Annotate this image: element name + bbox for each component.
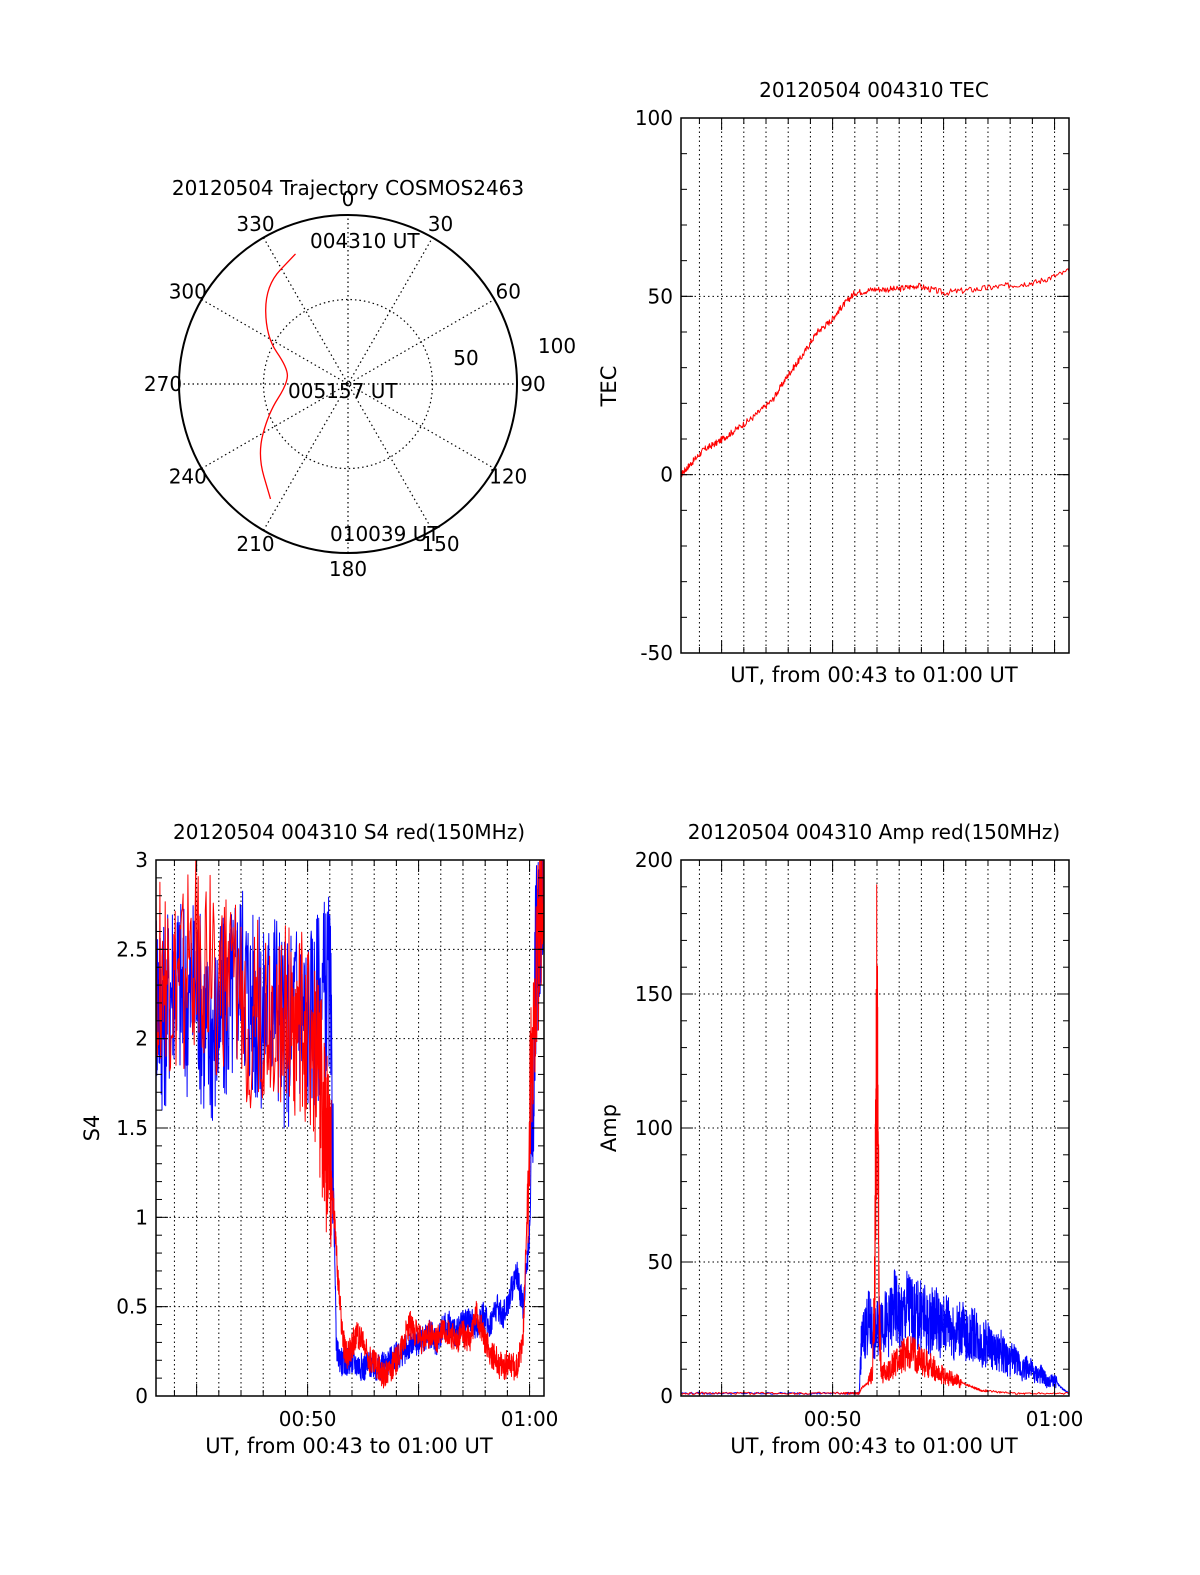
tec-y-tick-labels: -50 0 50 100 bbox=[635, 106, 673, 665]
amp-x-axis-label: UT, from 00:43 to 01:00 UT bbox=[730, 1434, 1018, 1458]
blue-series-line bbox=[680, 1269, 1070, 1395]
y-tick-label: 1.5 bbox=[116, 1116, 148, 1140]
trajectory-start-label: 004310 UT bbox=[310, 229, 420, 253]
y-tick-label: 50 bbox=[648, 284, 673, 308]
trajectory-line bbox=[259, 253, 296, 500]
blue-series-line bbox=[155, 859, 545, 1381]
tec-grid bbox=[681, 118, 1069, 653]
y-tick-label: 100 bbox=[635, 1116, 673, 1140]
s4-grid bbox=[156, 860, 544, 1396]
azimuth-tick-label: 180 bbox=[329, 557, 367, 581]
polar-chart-title: 20120504 Trajectory COSMOS2463 bbox=[172, 176, 524, 200]
tec-x-axis-label: UT, from 00:43 to 01:00 UT bbox=[730, 663, 1018, 687]
y-tick-label: 3 bbox=[135, 848, 148, 872]
y-tick-label: 50 bbox=[648, 1250, 673, 1274]
y-tick-label: 0.5 bbox=[116, 1295, 148, 1319]
y-tick-label: -50 bbox=[640, 641, 673, 665]
tec-chart: 20120504 004310 TEC -50 0 50 100 UT, from 0… bbox=[597, 78, 1070, 687]
amp-series bbox=[680, 884, 1070, 1395]
trajectory-mid-label: 005157 UT bbox=[288, 379, 398, 403]
azimuth-tick-label: 210 bbox=[236, 532, 274, 556]
azimuth-tick-label: 60 bbox=[495, 280, 520, 304]
y-tick-label: 0 bbox=[660, 1384, 673, 1408]
tec-series bbox=[680, 268, 1070, 478]
red-series-line bbox=[155, 859, 545, 1389]
x-tick-label: 00:50 bbox=[279, 1407, 337, 1431]
azimuth-tick-label: 330 bbox=[236, 212, 274, 236]
tec-y-axis-label: TEC bbox=[597, 366, 621, 408]
amp-frame bbox=[680, 859, 1070, 1397]
amp-chart: 20120504 004310 Amp red(150MHz) 0 50 100 15… bbox=[597, 820, 1083, 1458]
amp-y-axis-label: Amp bbox=[597, 1104, 621, 1152]
s4-chart-title: 20120504 004310 S4 red(150MHz) bbox=[173, 820, 525, 844]
polar-grid bbox=[178, 214, 518, 554]
polar-trajectory-chart: 20120504 Trajectory COSMOS2463 0 30 60 90 12… bbox=[144, 176, 576, 581]
x-tick-label: 00:50 bbox=[804, 1407, 862, 1431]
y-tick-label: 100 bbox=[635, 106, 673, 130]
s4-series bbox=[155, 859, 545, 1389]
azimuth-tick-label: 300 bbox=[169, 280, 207, 304]
trajectory-end-label: 010039 UT bbox=[330, 522, 440, 546]
azimuth-tick-label: 240 bbox=[169, 465, 207, 489]
radial-tick-label: 50 bbox=[453, 346, 478, 370]
s4-x-tick-labels: 00:50 01:00 bbox=[279, 1407, 559, 1431]
amp-chart-title: 20120504 004310 Amp red(150MHz) bbox=[688, 820, 1060, 844]
s4-frame bbox=[155, 859, 545, 1397]
plot-frame bbox=[680, 117, 1070, 654]
tec-chart-title: 20120504 004310 TEC bbox=[759, 78, 989, 102]
y-tick-label: 0 bbox=[135, 1384, 148, 1408]
polar-azimuth-labels: 0 30 60 90 120 150 180 210 240 270 300 330 50 100 bbox=[144, 187, 576, 581]
azimuth-tick-label: 120 bbox=[489, 465, 527, 489]
s4-y-axis-label: S4 bbox=[80, 1115, 104, 1142]
s4-chart: 20120504 004310 S4 red(150MHz) 0 0.5 1 1.5 2… bbox=[80, 820, 558, 1458]
red-series-line bbox=[680, 884, 1070, 1395]
y-tick-label: 0 bbox=[660, 463, 673, 487]
plot-frame bbox=[155, 859, 545, 1397]
y-tick-label: 1 bbox=[135, 1205, 148, 1229]
tec-frame bbox=[680, 117, 1070, 654]
s4-x-axis-label: UT, from 00:43 to 01:00 UT bbox=[205, 1434, 493, 1458]
x-tick-label: 01:00 bbox=[1026, 1407, 1084, 1431]
y-tick-label: 150 bbox=[635, 982, 673, 1006]
azimuth-tick-label: 90 bbox=[520, 372, 545, 396]
plot-frame bbox=[680, 859, 1070, 1397]
azimuth-tick-label: 150 bbox=[421, 532, 459, 556]
x-tick-label: 01:00 bbox=[501, 1407, 559, 1431]
azimuth-tick-label: 270 bbox=[144, 372, 182, 396]
red-series-line bbox=[680, 268, 1070, 478]
y-tick-label: 2.5 bbox=[116, 937, 148, 961]
amp-x-tick-labels: 00:50 01:00 bbox=[804, 1407, 1084, 1431]
y-tick-label: 2 bbox=[135, 1027, 148, 1051]
azimuth-tick-label: 0 bbox=[342, 187, 355, 211]
s4-y-tick-labels: 0 0.5 1 1.5 2 2.5 3 bbox=[116, 848, 148, 1408]
polar-trajectory bbox=[259, 253, 296, 500]
radial-tick-label: 100 bbox=[538, 334, 576, 358]
azimuth-tick-label: 30 bbox=[428, 212, 453, 236]
amp-y-tick-labels: 0 50 100 150 200 bbox=[635, 848, 673, 1408]
y-tick-label: 200 bbox=[635, 848, 673, 872]
